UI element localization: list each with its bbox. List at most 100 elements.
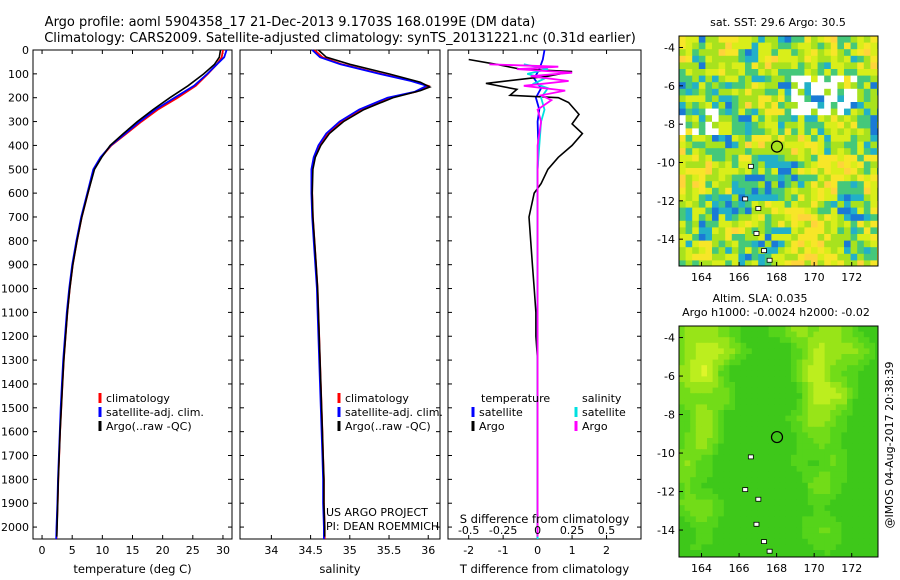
salinity-xtick-label: 34: [264, 544, 278, 557]
sla_map-cell: [701, 449, 708, 456]
sst_map-cell: [837, 194, 845, 202]
sla_map-cell: [763, 482, 769, 489]
sla_map-cell: [735, 544, 741, 551]
sla_map-cell: [869, 337, 876, 344]
sst_map-cell: [751, 187, 759, 195]
sst_map-cell: [692, 82, 700, 90]
sla_map-cell: [679, 404, 685, 411]
sst_map-cell: [679, 234, 686, 241]
sst_map-cell: [837, 102, 845, 109]
sst_map-cell: [837, 49, 845, 57]
sst_map-cell: [784, 214, 792, 222]
sst_map-cell: [784, 260, 792, 267]
sst_map-cell: [679, 95, 686, 103]
sla_map-cell: [757, 393, 764, 400]
sla_map-cell: [746, 499, 753, 506]
sla_map-cell: [796, 460, 803, 467]
sst_map-cell: [837, 168, 845, 175]
sla_map-cell: [690, 354, 697, 360]
sst_map-cell: [778, 214, 785, 222]
sst_map-cell: [824, 75, 832, 83]
sla_map-cell: [718, 438, 725, 444]
sla_map-cell: [718, 454, 725, 461]
sst_map-cell: [804, 207, 812, 215]
sla_map-cell: [695, 488, 702, 495]
sla_map-cell: [707, 376, 713, 383]
sst_map-cell: [745, 220, 752, 228]
sla_map-cell: [796, 533, 803, 540]
sla_map-cell: [819, 443, 825, 450]
sla_map-cell: [746, 354, 753, 360]
sst_map-cell: [837, 154, 845, 162]
sst_map-cell: [764, 102, 772, 109]
sla_map-cell: [768, 393, 775, 400]
sla_map-cell: [712, 482, 719, 489]
sla_map-cell: [807, 354, 814, 360]
sst_map-cell: [745, 260, 752, 267]
sst_map-cell: [725, 128, 733, 136]
difference-xtick-label: 1: [569, 544, 576, 557]
sla_map-cell: [841, 421, 848, 428]
sla_map-cell: [785, 438, 792, 444]
sla_map-cell: [695, 426, 702, 433]
sla_map-cell: [802, 477, 809, 484]
sla_map-cell: [796, 482, 803, 489]
sla_map-cell: [807, 471, 814, 478]
sla_map-cell: [819, 393, 825, 400]
sst_map-cell: [857, 82, 865, 90]
sst_map-cell: [725, 36, 733, 43]
sla_map-cell: [779, 438, 786, 444]
sla_map-cell: [751, 454, 758, 461]
sst_map-cell: [804, 234, 812, 241]
sst_map-cell: [692, 36, 700, 43]
sst_map-cell: [824, 102, 832, 109]
sla_map-cell: [813, 471, 820, 478]
sla_map-cell: [768, 348, 775, 355]
sst_map-cell: [679, 115, 686, 123]
sla_map-cell: [847, 404, 853, 411]
sst_map-cell: [771, 234, 779, 241]
sst_map-cell: [824, 168, 832, 175]
sst_map-cell: [844, 128, 851, 136]
sst_map-cell: [692, 187, 700, 195]
sst_map-cell: [778, 115, 785, 123]
sla_map-cell: [729, 443, 736, 450]
sst_map-cell: [751, 148, 759, 156]
sst_map-cell: [764, 154, 772, 162]
sst_map-cell: [811, 187, 818, 195]
sla_map-cell: [813, 421, 820, 428]
sla_map-cell: [763, 359, 769, 366]
sla_map-cell: [701, 505, 708, 512]
sla_map-cell: [863, 505, 870, 512]
sla_map-cell: [695, 471, 702, 478]
sst_map-cell: [698, 194, 706, 202]
sla_map-cell: [830, 477, 837, 484]
sst_map-cell: [791, 247, 799, 255]
sla_map-cell: [835, 471, 842, 478]
sst_map-cell: [870, 187, 878, 195]
sst_map-cell: [685, 69, 693, 76]
sst_map-cell: [857, 161, 865, 169]
sst_map-cell: [870, 181, 878, 189]
sst_map-cell: [817, 174, 825, 182]
sla_map-cell: [740, 460, 747, 467]
sla_map-cell: [695, 415, 702, 422]
sla_map-cell: [690, 510, 697, 517]
sst_map-cell: [804, 201, 812, 208]
sla_map-cell: [869, 421, 876, 428]
sst_map-cell: [850, 168, 858, 175]
sla_map-cell: [813, 393, 820, 400]
sla_map-cell: [695, 494, 702, 500]
sst_map-cell: [804, 181, 812, 189]
sla_map-cell: [835, 460, 842, 467]
sla_map-cell: [735, 348, 741, 355]
sla_map-cell: [807, 382, 814, 388]
sla_map-cell: [723, 348, 730, 355]
sla_map-cell: [690, 550, 697, 556]
sla_map-cell: [763, 522, 769, 528]
sla_map-cell: [791, 477, 797, 484]
sla_map-cell: [813, 326, 820, 332]
sst_map-cell: [679, 148, 686, 156]
sla_map-cell: [684, 432, 691, 439]
sst_map-cell: [791, 234, 799, 241]
